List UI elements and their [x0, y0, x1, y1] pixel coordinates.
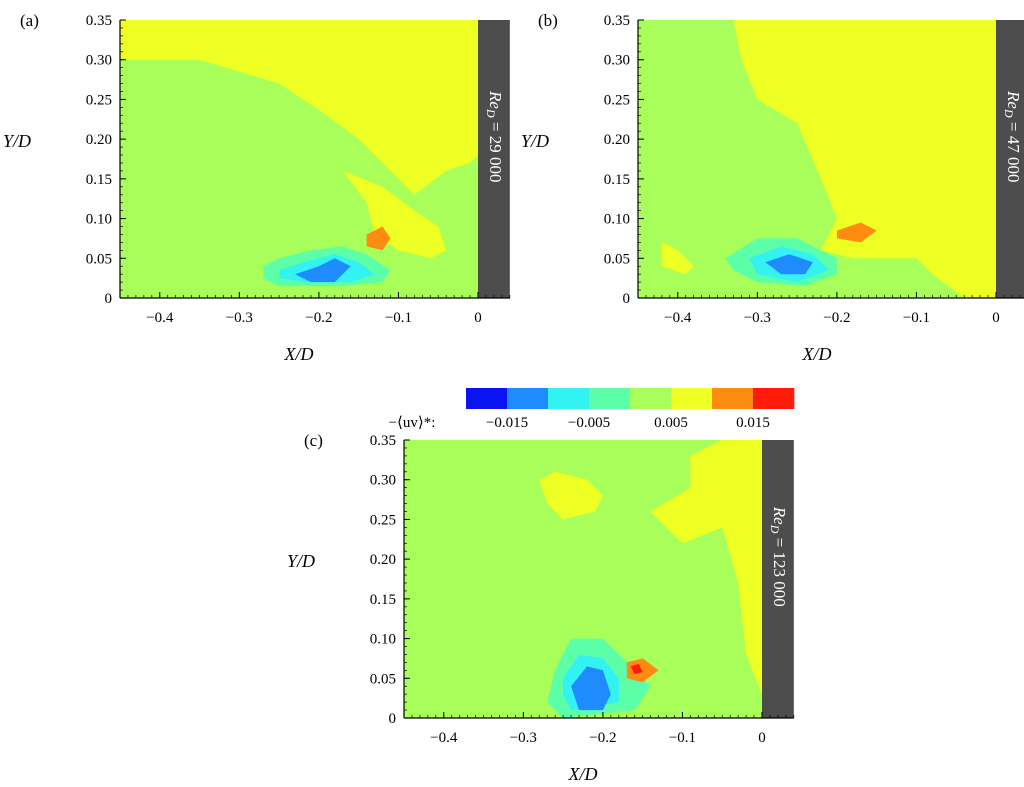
y-tick-label: 0.30 — [370, 473, 396, 489]
y-tick-label: 0.10 — [370, 632, 396, 648]
colorbar-label: −⟨uv⟩*: — [389, 415, 436, 431]
x-axis-label: X/D — [568, 764, 598, 784]
x-tick-label: −0.4 — [664, 310, 692, 326]
x-tick-label: −0.1 — [903, 310, 930, 326]
contour-regions — [120, 20, 478, 287]
y-tick-label: 0.10 — [604, 212, 630, 228]
contour-regions — [661, 20, 996, 298]
x-tick-label: −0.4 — [430, 730, 458, 746]
y-tick-label: 0.05 — [604, 251, 630, 267]
colorbar-swatch — [466, 388, 508, 409]
y-tick-label: 0.35 — [370, 433, 396, 449]
contour-region-5 — [765, 254, 813, 275]
colorbar-tick-label: −0.005 — [568, 415, 610, 431]
y-axis-label: Y/D — [3, 131, 31, 151]
colorbar-swatch — [630, 388, 672, 409]
colorbar-swatch — [671, 388, 713, 409]
y-tick-label: 0.25 — [604, 92, 630, 108]
y-axis-label: Y/D — [521, 131, 549, 151]
contour-region-1 — [661, 242, 694, 275]
y-tick-label: 0.30 — [86, 53, 112, 69]
x-tick-label: 0 — [992, 310, 1000, 326]
x-tick-label: 0 — [474, 310, 482, 326]
x-tick-label: −0.3 — [226, 310, 253, 326]
y-tick-label: 0 — [389, 711, 397, 727]
y-tick-label: 0.15 — [86, 172, 112, 188]
wall — [762, 440, 794, 718]
y-tick-label: 0.20 — [370, 552, 396, 568]
panel-a: ReD = 29 000 −0.4 −0.3 −0.2 −0.1 0 0 0.05 0.10 0.… — [3, 11, 511, 364]
panel-label: (a) — [20, 11, 39, 30]
y-tick-label: 0.35 — [86, 13, 112, 29]
contour-region-5 — [626, 658, 659, 683]
colorbar-tick-label: 0.015 — [736, 415, 770, 431]
y-tick-label: 0.05 — [370, 671, 396, 687]
contour-region-1 — [650, 440, 762, 695]
contour-region-5 — [295, 258, 351, 283]
contour-region-2 — [836, 222, 877, 243]
y-tick-label: 0.25 — [86, 92, 112, 108]
x-tick-label: −0.2 — [823, 310, 850, 326]
y-tick-label: 0.20 — [86, 132, 112, 148]
y-tick-label: 0 — [623, 291, 631, 307]
contour-region-4 — [571, 666, 611, 711]
panel-c: ReD = 123 000 −0.4 −0.3 −0.2 −0.1 0 0 0.05 0.10 0… — [287, 431, 795, 784]
colorbar-tick-label: 0.005 — [654, 415, 688, 431]
contour-region-2 — [366, 226, 391, 251]
x-axis-label: X/D — [802, 344, 832, 364]
x-tick-label: 0 — [758, 730, 766, 746]
contour-region-0 — [733, 20, 996, 298]
y-tick-label: 0.15 — [370, 592, 396, 608]
y-tick-label: 0.15 — [604, 172, 630, 188]
wall-label: ReD = 29 000 — [484, 90, 505, 182]
contour-region-0 — [539, 471, 603, 520]
contour-regions — [539, 440, 762, 718]
colorbar-swatch — [548, 388, 590, 409]
x-axis-label: X/D — [284, 344, 314, 364]
contour-region-1 — [342, 170, 447, 259]
colorbar-tick-label: −0.015 — [486, 415, 528, 431]
wall — [478, 20, 510, 298]
wall-label: ReD = 47 000 — [1002, 90, 1023, 182]
y-tick-label: 0 — [105, 291, 113, 307]
x-tick-label: −0.2 — [305, 310, 332, 326]
x-tick-label: −0.4 — [146, 310, 174, 326]
x-tick-label: −0.2 — [589, 730, 616, 746]
colorbar-swatch — [753, 388, 795, 409]
y-tick-label: 0.10 — [86, 212, 112, 228]
x-tick-label: −0.3 — [510, 730, 537, 746]
y-axis-label: Y/D — [287, 551, 315, 571]
y-tick-label: 0.30 — [604, 53, 630, 69]
panel-label: (c) — [304, 431, 323, 450]
contour-region-6 — [630, 664, 643, 675]
wall — [996, 20, 1024, 298]
colorbar-swatch — [712, 388, 754, 409]
contour-region-0 — [120, 20, 478, 195]
panel-label: (b) — [538, 11, 558, 30]
y-tick-label: 0.35 — [604, 13, 630, 29]
y-tick-label: 0.20 — [604, 132, 630, 148]
x-tick-label: −0.1 — [385, 310, 412, 326]
y-tick-label: 0.25 — [370, 512, 396, 528]
y-tick-label: 0.05 — [86, 251, 112, 267]
x-tick-label: −0.1 — [669, 730, 696, 746]
colorbar: −0.015 −0.005 0.005 0.015 −⟨uv⟩*: — [389, 388, 795, 431]
wall-label: ReD = 123 000 — [768, 506, 789, 607]
x-tick-label: −0.3 — [744, 310, 771, 326]
colorbar-swatch — [589, 388, 631, 409]
panel-b: ReD = 47 000 −0.4 −0.3 −0.2 −0.1 0 0 0.05 0.10 0.… — [521, 11, 1024, 364]
colorbar-swatch — [507, 388, 549, 409]
